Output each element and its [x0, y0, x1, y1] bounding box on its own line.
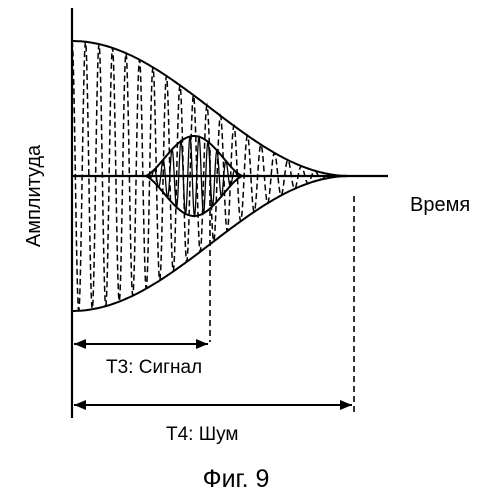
- figure-caption: Фиг. 9: [203, 465, 270, 493]
- noise-envelope-lower: [72, 175, 350, 312]
- noise-envelope-upper: [72, 40, 350, 177]
- t3-span-arrow: [74, 339, 208, 349]
- t3-label: Т3: Сигнал: [106, 357, 202, 378]
- y-axis-label: Амплитуда: [23, 144, 45, 247]
- t4-span-arrow: [74, 400, 352, 410]
- x-axis-label: Время: [410, 194, 470, 216]
- signal-envelope-lower: [144, 175, 244, 217]
- t4-label: Т4: Шум: [166, 424, 239, 445]
- signal-envelope-upper: [144, 135, 244, 177]
